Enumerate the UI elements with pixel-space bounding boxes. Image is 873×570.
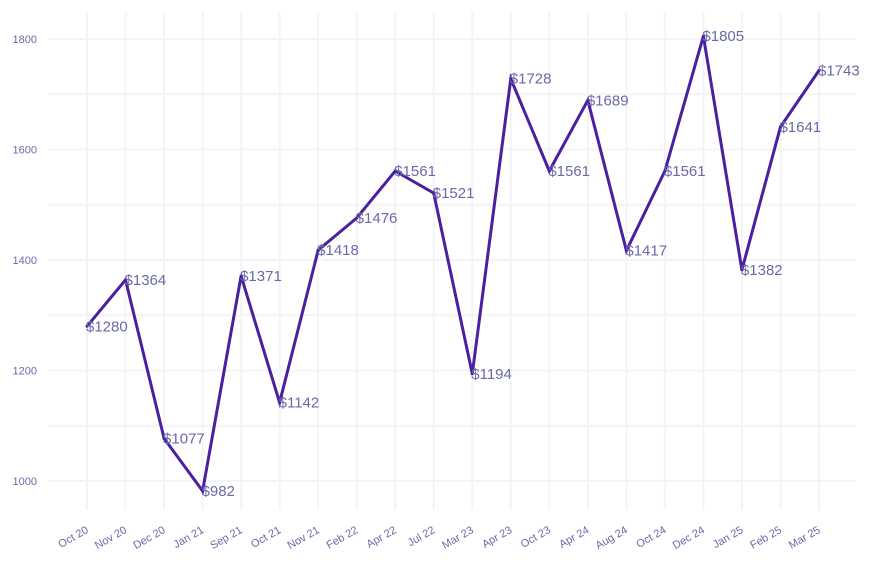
x-tick-label: Dec 20 — [131, 524, 167, 552]
data-label: $1194 — [471, 366, 512, 383]
x-axis-ticks: Oct 20 Nov 20 Dec 20 Jan 21 Sep 21 Oct 21 Nov … — [56, 524, 822, 552]
x-tick-label: Jan 21 — [171, 524, 206, 551]
data-label: $1382 — [741, 262, 783, 279]
y-tick-label: 1000 — [13, 476, 37, 488]
data-label: $1641 — [779, 119, 821, 136]
data-point — [740, 268, 744, 272]
data-point — [701, 34, 705, 38]
data-label: $1521 — [433, 185, 475, 202]
x-tick-label: Nov 20 — [93, 524, 129, 552]
data-label: $982 — [202, 483, 235, 500]
y-tick-label: 1600 — [13, 145, 37, 157]
x-tick-label: Mar 25 — [787, 524, 823, 552]
data-point — [162, 436, 166, 440]
data-point — [470, 372, 474, 376]
x-tick-label: Apr 22 — [365, 524, 399, 551]
data-point — [509, 77, 513, 81]
data-label: $1418 — [317, 242, 359, 259]
x-tick-label: Feb 25 — [748, 524, 784, 552]
data-point — [586, 98, 590, 102]
data-label: $1364 — [125, 272, 167, 289]
data-label: $1476 — [356, 210, 398, 227]
data-point — [201, 489, 205, 493]
data-point — [316, 248, 320, 252]
data-label: $1142 — [279, 395, 320, 412]
x-tick-label: Sep 21 — [208, 524, 244, 552]
x-tick-label: Oct 24 — [634, 524, 668, 551]
data-point — [124, 278, 128, 282]
x-tick-label: Aug 24 — [594, 524, 630, 552]
data-label: $1280 — [86, 318, 128, 335]
data-label: $1077 — [163, 430, 205, 447]
data-point — [624, 249, 628, 253]
data-point — [355, 216, 359, 220]
x-tick-label: Oct 23 — [519, 524, 553, 551]
series-line-layer — [85, 34, 821, 495]
data-point — [278, 401, 282, 405]
data-label: $1561 — [394, 163, 436, 180]
x-tick-label: Dec 24 — [671, 524, 707, 552]
y-tick-label: 1200 — [13, 366, 37, 378]
data-point — [239, 274, 243, 278]
x-tick-label: Feb 22 — [325, 524, 361, 552]
data-label: $1805 — [702, 28, 744, 45]
data-labels: $1280 $1364 $1077 $982 $1371 $1142 $1418 $1476 $… — [86, 28, 860, 500]
data-point — [393, 169, 397, 173]
data-label: $1561 — [548, 163, 590, 180]
series-line — [85, 35, 821, 495]
x-tick-label: Oct 20 — [56, 524, 90, 551]
data-label: $1371 — [240, 268, 282, 285]
x-tick-label: Apr 23 — [480, 524, 514, 551]
data-label: $1689 — [587, 92, 629, 109]
y-tick-label: 1800 — [13, 34, 37, 46]
y-tick-label: 1400 — [13, 255, 37, 267]
data-point — [547, 169, 551, 173]
x-tick-label: Jan 25 — [711, 524, 746, 551]
x-tick-label: Jul 22 — [406, 524, 437, 549]
data-point — [85, 324, 89, 328]
data-point — [778, 125, 782, 129]
x-tick-label: Mar 23 — [440, 524, 476, 552]
x-tick-label: Apr 24 — [557, 524, 591, 551]
data-point — [817, 68, 821, 72]
grid-layer — [48, 12, 856, 510]
data-label: $1417 — [625, 243, 667, 260]
x-tick-label: Nov 21 — [285, 524, 321, 552]
data-label: $1743 — [818, 62, 860, 79]
data-point — [663, 169, 667, 173]
y-axis-ticks: 1000 1200 1400 1600 1800 — [13, 34, 37, 488]
data-label: $1561 — [664, 163, 706, 180]
x-tick-label: Oct 21 — [249, 524, 283, 551]
data-label: $1728 — [510, 71, 552, 88]
data-point — [432, 191, 436, 195]
